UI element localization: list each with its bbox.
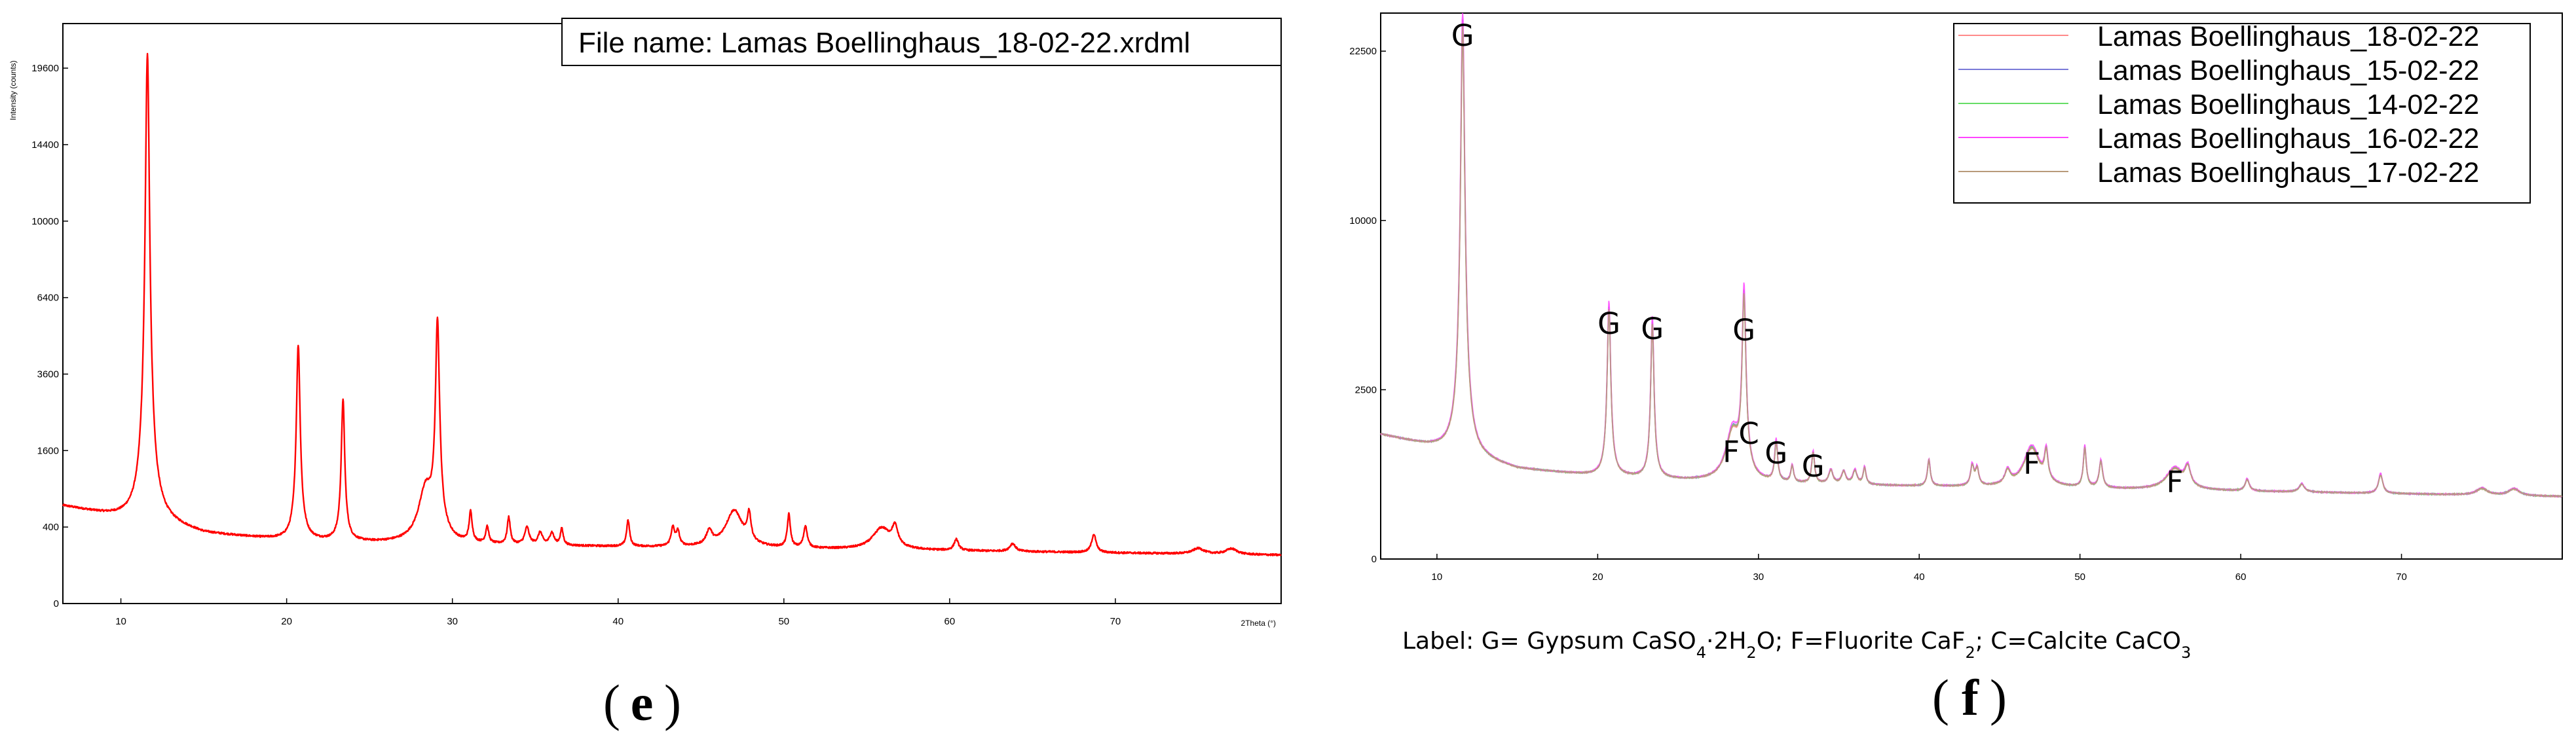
y-tick-label: 2500 [1355, 384, 1377, 395]
peak-label: C [1738, 416, 1759, 451]
x-tick-label: 60 [944, 616, 956, 627]
peak-label: G [1597, 306, 1620, 341]
peak-label: G [1641, 312, 1664, 346]
y-tick-label: 22500 [1349, 46, 1377, 57]
legend-frame [1953, 23, 2531, 204]
x-tick-label: 60 [2235, 571, 2247, 583]
x-tick-label: 30 [1753, 571, 1764, 583]
peak-label: G [1802, 449, 1825, 484]
title-frame [561, 18, 1282, 66]
x-tick-label: 70 [2396, 571, 2407, 583]
x-axis-title: 2Theta (°) [1241, 619, 1276, 628]
plot-frame [1380, 12, 2563, 560]
x-tick-label: 50 [2074, 571, 2085, 583]
x-tick-label: 50 [778, 616, 789, 627]
tick-labels: 10 20 30 40 50 60 70 0 2500 10000 22500 [1349, 46, 2407, 583]
legend-entry: Lamas Boellinghaus_14-02-22 [2097, 89, 2479, 120]
peak-label: G [1732, 313, 1755, 348]
y-axis-title: Intensity (counts) [9, 60, 18, 120]
y-tick-label: 6400 [37, 293, 59, 304]
legend-entry: Lamas Boellinghaus_18-02-22 [2097, 21, 2479, 52]
peak-label: F [2023, 446, 2040, 481]
y-tick-label: 0 [54, 598, 59, 609]
y-tick-label: 10000 [1349, 215, 1377, 226]
panel-label-e-paren-close: ) [664, 674, 681, 731]
y-tick-label: 0 [1372, 554, 1377, 565]
series-line-5 [1380, 26, 2563, 498]
title-box: File name: Lamas Boellinghaus_18-02-22.x… [561, 18, 1282, 66]
series-lines [1380, 12, 2563, 499]
tick-marks [63, 67, 1116, 604]
x-tick-label: 70 [1110, 616, 1121, 627]
x-tick-label: 10 [1432, 571, 1443, 583]
x-tick-label: 30 [447, 616, 458, 627]
x-tick-label: 40 [1914, 571, 1925, 583]
tick-marks [1381, 50, 2402, 560]
plot-frame [62, 23, 1282, 604]
y-tick-label: 1600 [37, 445, 59, 456]
x-tick-label: 10 [115, 616, 126, 627]
peak-label: F [1723, 435, 1740, 469]
peak-label: G [1451, 18, 1474, 53]
chart-panel-e: 10 20 30 40 50 60 70 0 400 1600 3600 6400 10000 14400… [9, 18, 1282, 731]
phase-caption: Label: G= Gypsum CaSO4·2H2O; F=Fluorite … [1402, 628, 2191, 662]
panel-label-e: e [631, 674, 654, 731]
x-tick-label: 20 [1592, 571, 1603, 583]
y-tick-label: 10000 [31, 216, 59, 227]
y-tick-label: 19600 [31, 63, 59, 74]
y-tick-label: 400 [43, 522, 59, 533]
panel-label-f: f [1962, 669, 1979, 726]
panel-label-e-paren-open: ( [603, 674, 620, 731]
panel-label-f-paren-close: ) [1990, 669, 2007, 726]
chart-title: File name: Lamas Boellinghaus_18-02-22.x… [578, 27, 1190, 59]
panel-label-f-paren-open: ( [1932, 669, 1949, 726]
peak-label: F [2167, 465, 2184, 499]
x-tick-label: 40 [612, 616, 624, 627]
y-tick-label: 3600 [37, 369, 59, 380]
legend-entry: Lamas Boellinghaus_15-02-22 [2097, 55, 2479, 86]
y-tick-label: 14400 [31, 139, 59, 151]
legend-entry: Lamas Boellinghaus_17-02-22 [2097, 157, 2479, 189]
peak-label: G [1764, 436, 1787, 471]
legend-entry: Lamas Boellinghaus_16-02-22 [2097, 123, 2479, 154]
x-tick-label: 20 [281, 616, 292, 627]
tick-labels: 10 20 30 40 50 60 70 0 400 1600 3600 6400 10000 14400… [31, 63, 1121, 627]
series-line [62, 52, 1282, 556]
